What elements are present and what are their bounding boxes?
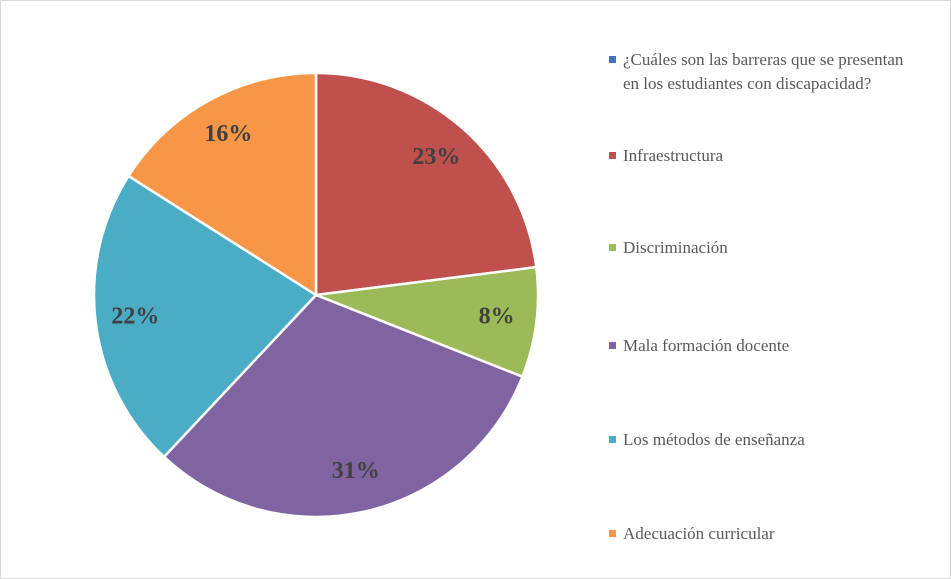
- legend-swatch: [609, 436, 616, 443]
- legend-item: Mala formación docente: [609, 334, 939, 358]
- legend-label: ¿Cuáles son las barreras que se presenta…: [623, 50, 904, 93]
- legend-swatch: [609, 152, 616, 159]
- legend-item: Infraestructura: [609, 144, 939, 168]
- data-label: 8%: [479, 303, 515, 329]
- data-label: 16%: [204, 121, 252, 147]
- legend-swatch: [609, 530, 616, 537]
- legend-item: ¿Cuáles son las barreras que se presenta…: [609, 48, 939, 96]
- legend-item: Adecuación curricular: [609, 522, 939, 546]
- legend-swatch: [609, 56, 616, 63]
- data-label: 31%: [332, 458, 380, 484]
- legend-item: Los métodos de enseñanza: [609, 428, 939, 452]
- data-label: 22%: [111, 303, 159, 329]
- legend-item: Discriminación: [609, 236, 939, 260]
- pie-area: 23% 8% 31% 22% 16%: [92, 71, 540, 519]
- legend-swatch: [609, 342, 616, 349]
- legend-label: Infraestructura: [623, 146, 724, 165]
- pie-slice: [92, 174, 318, 459]
- legend-label: Adecuación curricular: [623, 524, 775, 543]
- pie-slice: [126, 71, 318, 298]
- pie-slice: [162, 293, 525, 519]
- legend-label: Discriminación: [623, 238, 728, 257]
- pie-slice: [315, 265, 540, 379]
- legend-swatch: [609, 244, 616, 251]
- legend-label: Mala formación docente: [623, 336, 790, 355]
- data-label: 23%: [412, 144, 460, 170]
- legend-label: Los métodos de enseñanza: [623, 430, 805, 449]
- pie-slice: [314, 71, 538, 297]
